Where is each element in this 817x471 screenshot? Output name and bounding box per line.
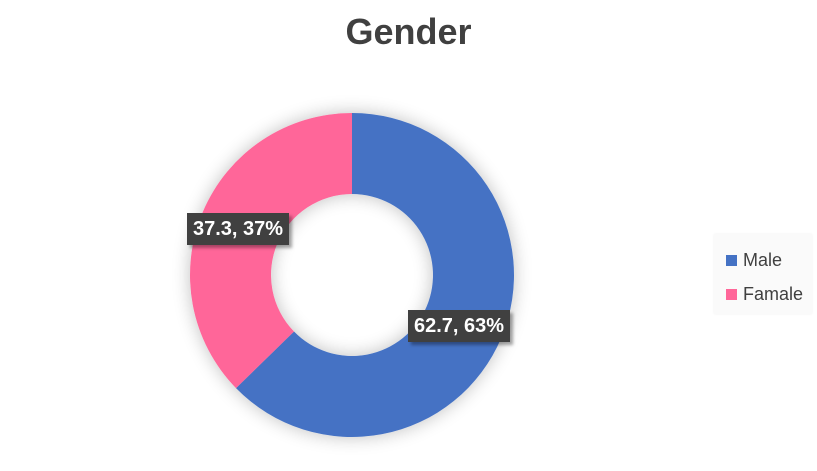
slice-famale (190, 113, 352, 389)
slice-male (236, 113, 515, 437)
legend-label-famale: Famale (743, 284, 804, 304)
legend-swatch-famale (726, 288, 737, 300)
legend-item-famale: Famale (726, 282, 803, 306)
chart-title: Gender (345, 11, 472, 52)
legend-label-male: Male (743, 250, 783, 270)
data-label-famale: 37.3, 37% (187, 213, 290, 245)
data-label-male: 62.7, 63% (408, 310, 511, 342)
legend-item-male: Male (726, 248, 782, 272)
legend: Male Famale (714, 234, 812, 314)
legend-swatch-male (726, 254, 737, 266)
